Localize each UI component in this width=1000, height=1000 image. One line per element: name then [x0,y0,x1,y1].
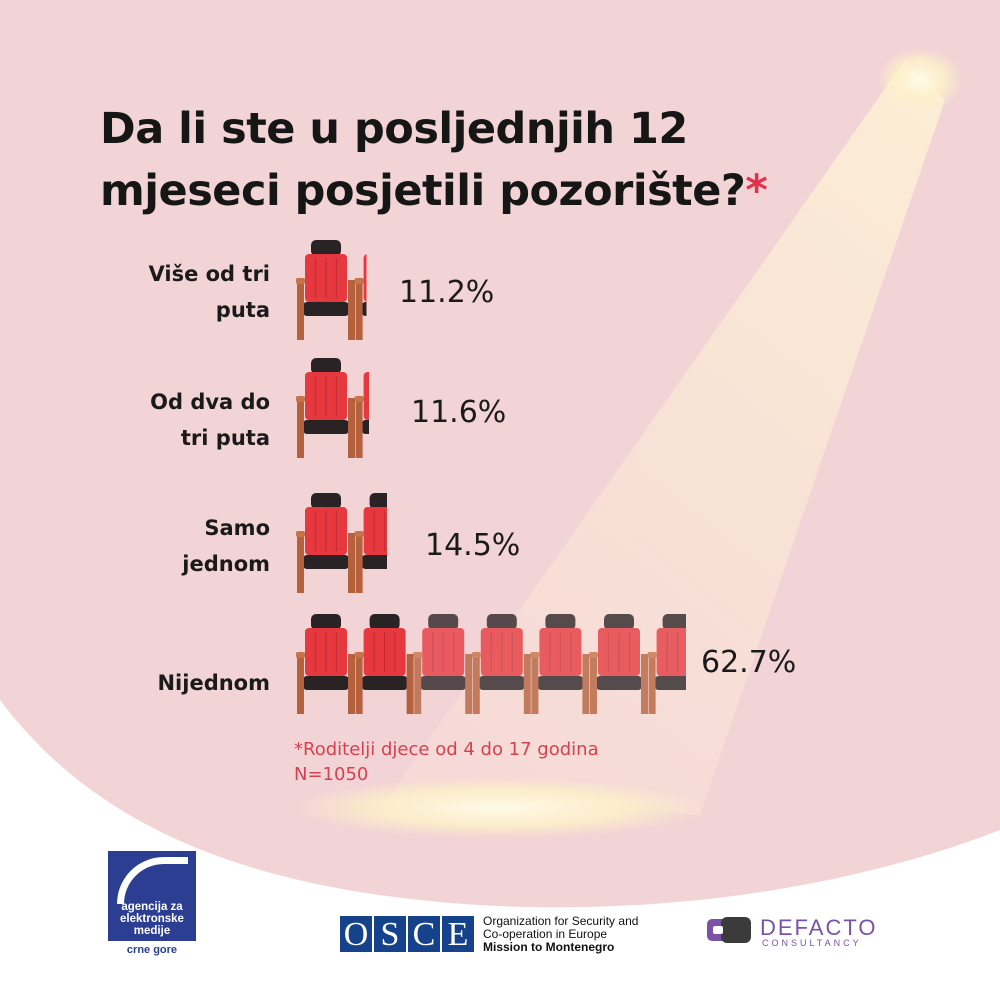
osce-text-line: Co-operation in Europe [483,927,608,941]
title-asterisk: * [745,166,768,216]
data-label-samo-jednom: 14.5% [425,528,521,563]
footnote-n-text: N=1050 [294,764,369,785]
row-label-line: Samo [204,516,270,540]
osce-text-line-bold: Mission to Montenegro [483,940,615,954]
aem-logo-subtitle: crne gore [126,944,178,956]
data-label-nijednom: 62.7% [701,645,797,680]
aem-logo-line: elektronske [120,913,184,925]
footnote: *Roditelji djece od 4 do 17 godina N=105… [294,737,599,787]
defacto-logo-name: DEFACTO [760,915,878,940]
aem-logo: agencija za elektronske medije [108,851,196,941]
row-label-od-dva-do-tri-puta: Od dva do tri puta [100,384,270,456]
aem-logo-text: agencija za elektronske medije [112,901,192,937]
osce-logo-text: Organization for Security and Co-operati… [483,915,638,954]
row-label-line: Od dva do [150,390,270,414]
aem-swoosh-icon [117,857,188,904]
osce-letter: E [442,916,474,953]
data-label-vise-od-tri-puta: 11.2% [399,275,495,310]
row-label-vise-od-tri-puta: Više od tri puta [100,256,271,328]
chart-title: Da li ste u posljednjih 12 mjeseci posje… [100,98,800,222]
row-label-nijednom: Nijednom [100,665,270,701]
row-label-line: tri puta [180,426,270,450]
aem-logo-line: medije [133,925,171,937]
osce-logo: O S C E [340,916,476,953]
osce-letter: S [374,916,406,953]
spotlight-circle [295,778,705,838]
spotlight-beam [390,60,945,815]
row-label-line: Više od tri [148,262,271,286]
row-label-line: puta [215,298,270,322]
row-label-line: jednom [182,552,270,576]
osce-letter: C [408,916,440,953]
aem-logo-line: agencija za [121,901,183,913]
footnote-sample-text: *Roditelji djece od 4 do 17 godina [294,739,599,760]
data-label-od-dva-do-tri-puta: 11.6% [411,395,507,430]
defacto-mark-icon [707,917,751,943]
defacto-logo-subtitle: CONSULTANCY [762,938,862,948]
osce-letter: O [340,916,372,953]
spotlight-source [878,48,962,112]
row-label-samo-jednom: Samo jednom [100,510,270,582]
row-label-line: Nijednom [157,671,270,695]
osce-text-line: Organization for Security and [483,914,639,928]
chart-title-text: Da li ste u posljednjih 12 mjeseci posje… [100,104,746,216]
pink-backdrop [0,0,1000,908]
